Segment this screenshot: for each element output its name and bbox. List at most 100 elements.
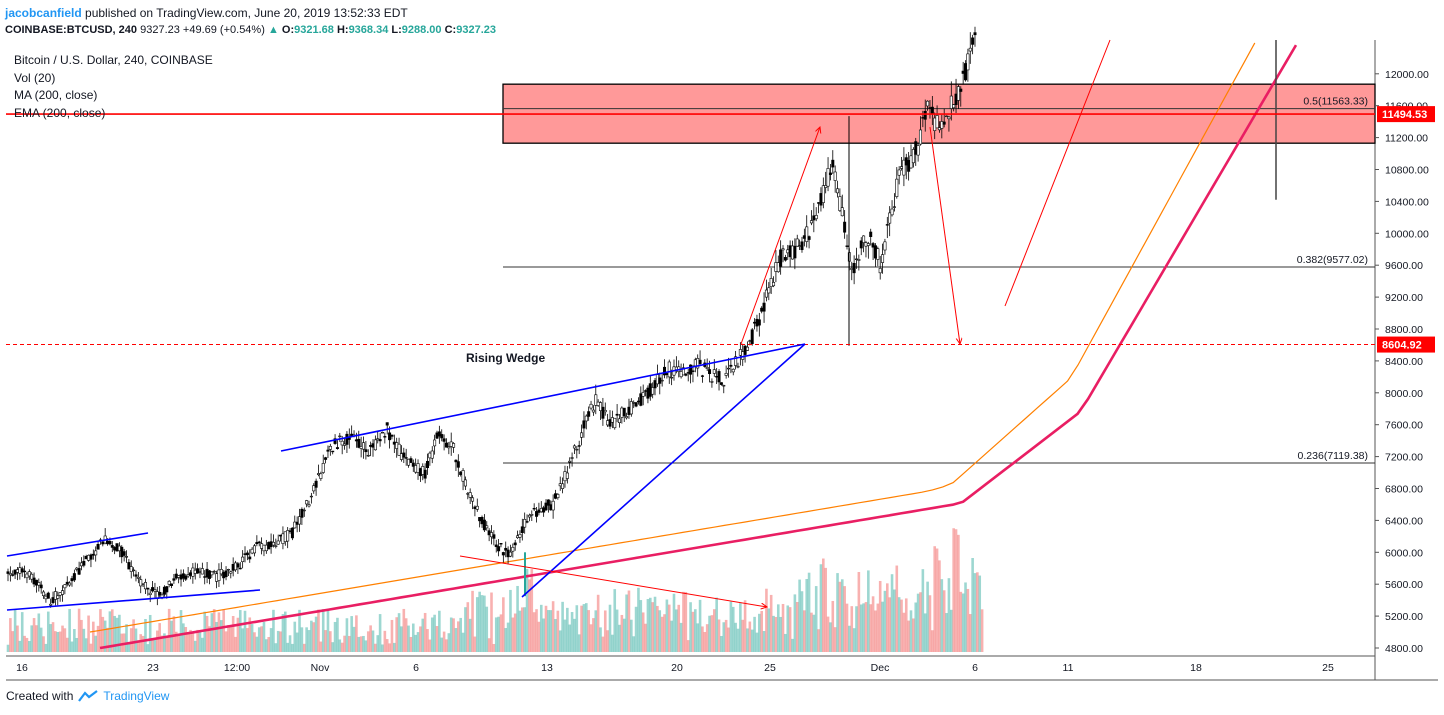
candle-body [226, 569, 230, 571]
tradingview-brand[interactable]: TradingView [103, 689, 170, 703]
volume-bar [878, 580, 882, 652]
candle-body [395, 442, 399, 449]
volume-bar [355, 615, 358, 652]
candle-body [158, 591, 162, 596]
candle-body [596, 401, 600, 406]
candle-body [693, 359, 697, 367]
volume-bar [369, 625, 372, 652]
candle-body [674, 366, 678, 370]
candle-body [684, 373, 688, 376]
high-label: H: [336, 24, 349, 36]
volume-bar [691, 611, 695, 652]
volume-bar [156, 630, 159, 652]
volume-bar [921, 569, 925, 652]
volume-bar [288, 635, 292, 652]
volume-bar [388, 643, 391, 652]
candle-body [70, 578, 74, 582]
change-value: +49.69 (+0.54%) [182, 24, 265, 36]
candle-body [276, 540, 280, 545]
volume-bar [426, 629, 429, 652]
volume-bar [791, 638, 794, 652]
legend-ma[interactable]: MA (200, close) [14, 88, 98, 102]
volume-bar [720, 635, 723, 652]
candle-body [793, 245, 797, 259]
candle-body [345, 433, 349, 445]
volume-bar [364, 640, 368, 652]
candle-body [397, 443, 401, 456]
volume-bar [703, 631, 707, 652]
candle-body [302, 509, 306, 512]
volume-bar [165, 637, 169, 652]
volume-bar [838, 581, 842, 652]
volume-bar [58, 631, 62, 652]
volume-bar [321, 609, 325, 652]
legend-volume[interactable]: Vol (20) [14, 70, 56, 85]
candle-body [404, 457, 408, 459]
volume-bar [931, 630, 934, 652]
candle-body [864, 242, 868, 247]
author-name[interactable]: jacobcanfield [5, 6, 82, 20]
candle-body [511, 546, 515, 552]
volume-bar [11, 631, 15, 652]
volume-bar [558, 630, 562, 652]
volume-bar [850, 606, 854, 652]
candle-body [94, 550, 98, 556]
volume-bar [762, 631, 766, 652]
volume-bar [227, 625, 230, 652]
candle-body [338, 435, 342, 438]
volume-bar [859, 604, 863, 652]
volume-bar [592, 618, 595, 652]
annotation-arrow [459, 555, 767, 607]
volume-bar [862, 603, 865, 652]
candle-body [136, 576, 140, 579]
candle-body [288, 530, 292, 532]
volume-bar [907, 620, 910, 652]
candle-body [968, 47, 972, 52]
volume-bar [326, 608, 330, 652]
legend-ema[interactable]: EMA (200, close) [14, 105, 106, 120]
candle-body [681, 367, 685, 376]
volume-bar [504, 628, 508, 652]
volume-bar [390, 619, 394, 652]
candle-body [840, 207, 844, 217]
volume-bar [767, 608, 771, 652]
volume-bar [736, 628, 740, 652]
candle-body [606, 420, 610, 426]
volume-bar [731, 606, 735, 652]
volume-bar [758, 613, 761, 652]
volume-bar [689, 602, 692, 652]
fib-level-label: 0.382(9577.02) [1297, 254, 1368, 266]
volume-bar [601, 636, 605, 652]
wedge-trendline [6, 532, 149, 557]
candle-body [966, 53, 970, 71]
volume-bar [366, 631, 370, 652]
candle-body [665, 373, 669, 375]
candle-body [191, 567, 195, 577]
candle-body [115, 543, 119, 552]
price-tag-label: 11494.53 [1382, 109, 1427, 121]
candle-body [125, 556, 129, 558]
volume-bar [319, 641, 323, 652]
volume-bar [888, 597, 891, 652]
volume-bar [912, 618, 915, 652]
candle-body [141, 583, 145, 585]
volume-bar [92, 621, 95, 652]
legend-title[interactable]: Bitcoin / U.S. Dollar, 240, COINBASE [14, 53, 213, 67]
y-tick-label: 10800.00 [1385, 165, 1429, 177]
volume-bar [222, 609, 225, 652]
volume-bar [890, 574, 894, 652]
candle-body [68, 582, 72, 586]
volume-bar [44, 643, 48, 652]
volume-bar [210, 613, 214, 652]
candle-body [892, 206, 896, 208]
candle-body [814, 214, 818, 220]
volume-bar [260, 626, 263, 652]
volume-bar [957, 534, 960, 652]
candle-body [610, 417, 614, 423]
candle-body [359, 446, 363, 449]
volume-bar [381, 644, 384, 652]
volume-bar [75, 637, 79, 652]
volume-bar [404, 618, 408, 652]
volume-bar [96, 625, 100, 652]
